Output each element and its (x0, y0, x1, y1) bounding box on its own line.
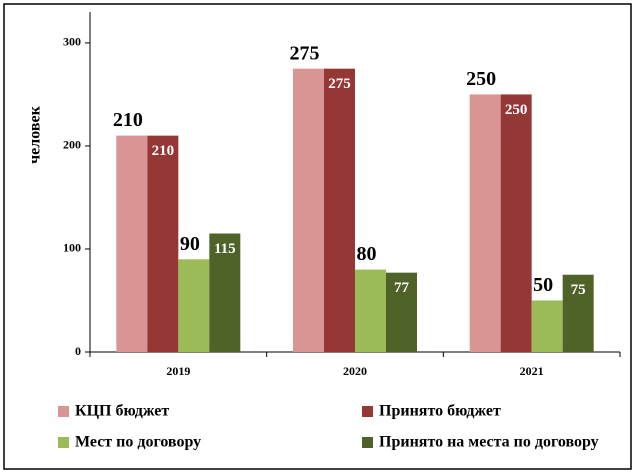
data-label: 50 (533, 274, 553, 296)
legend-swatch (362, 406, 373, 417)
data-label: 77 (394, 280, 410, 296)
y-tick-label: 100 (63, 241, 81, 255)
bar (209, 233, 241, 352)
data-label: 90 (180, 233, 200, 255)
x-tick-label: 2019 (166, 364, 190, 378)
legend-label: КЦП бюджет (75, 403, 169, 420)
data-label: 210 (113, 109, 143, 131)
bar (562, 274, 594, 352)
bar (469, 94, 501, 352)
legend-swatch (58, 437, 69, 448)
x-tick-label: 2021 (520, 364, 544, 378)
legend-label: Мест по договору (75, 434, 201, 451)
data-label: 275 (290, 42, 320, 64)
bar (500, 94, 532, 352)
data-label: 210 (152, 143, 175, 159)
bar (116, 135, 148, 352)
data-label: 115 (214, 241, 236, 257)
data-label: 275 (328, 76, 351, 92)
x-tick-label: 2020 (343, 364, 367, 378)
legend-label: Принято на места по договору (379, 434, 599, 451)
data-label: 250 (466, 68, 496, 90)
y-tick-label: 200 (63, 138, 81, 152)
data-label: 80 (357, 243, 377, 265)
bar (293, 68, 324, 353)
legend-swatch (362, 437, 373, 448)
data-label: 250 (505, 102, 528, 118)
y-tick-label: 0 (75, 344, 81, 358)
bar (355, 269, 386, 352)
y-tick-label: 300 (63, 35, 81, 49)
bar (147, 135, 179, 352)
legend-label: Принято бюджет (379, 403, 501, 420)
y-axis-label: человек (27, 105, 44, 163)
bar (178, 259, 210, 352)
legend-swatch (58, 406, 69, 417)
bar (531, 300, 563, 352)
bar (324, 68, 355, 353)
data-label: 75 (571, 282, 586, 298)
bar (386, 272, 417, 352)
